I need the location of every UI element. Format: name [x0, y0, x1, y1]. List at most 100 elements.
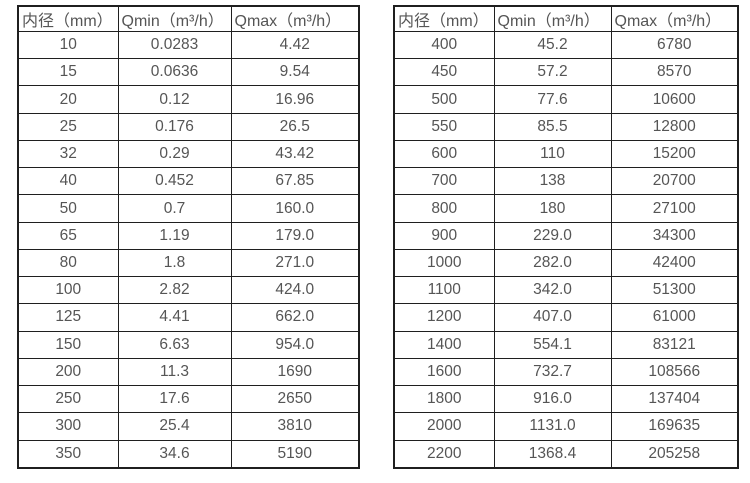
table-row: 350 34.6 5190: [17, 439, 360, 469]
table-cell: 732.7: [493, 357, 612, 387]
table-cell: 50: [17, 194, 119, 223]
table-row: 100 2.82 424.0: [17, 276, 360, 305]
table-cell: 83121: [610, 330, 739, 359]
table-cell: 954.0: [230, 330, 360, 359]
table-cell: 916.0: [493, 385, 612, 414]
table-row: 1400 554.1 83121: [393, 330, 739, 359]
table-cell: 800: [393, 194, 495, 223]
table-cell: 10: [17, 30, 119, 60]
table-row: 150 6.63 954.0: [17, 330, 360, 359]
table-cell: 85.5: [493, 112, 612, 141]
table-cell: 77.6: [493, 85, 612, 114]
table-row: 900 229.0 34300: [393, 221, 739, 250]
table-cell: 0.0636: [117, 58, 232, 87]
table-cell: 5190: [230, 439, 360, 469]
table-cell: 554.1: [493, 330, 612, 359]
table-cell: 600: [393, 139, 495, 169]
table-row: 1000 282.0 42400: [393, 248, 739, 278]
table-row: 250 17.6 2650: [17, 385, 360, 414]
table-row: 800 180 27100: [393, 194, 739, 223]
header-row: 内径（mm） Qmin（m³/h） Qmax（m³/h）: [17, 5, 360, 32]
table-row: 300 25.4 3810: [17, 412, 360, 441]
table-cell: 125: [17, 303, 119, 332]
table-cell: 1200: [393, 303, 495, 332]
flow-table-small-diameters: 内径（mm） Qmin（m³/h） Qmax（m³/h） 10 0.0283 4.42 15…: [17, 5, 360, 469]
table-cell: 65: [17, 221, 119, 250]
table-row: 500 77.6 10600: [393, 85, 739, 114]
table-cell: 271.0: [230, 248, 360, 278]
table-cell: 424.0: [230, 276, 360, 305]
table-row: 1800 916.0 137404: [393, 385, 739, 414]
table-cell: 407.0: [493, 303, 612, 332]
table-row: 10 0.0283 4.42: [17, 30, 360, 60]
column-header: Qmin（m³/h）: [117, 5, 232, 32]
table-cell: 42400: [610, 248, 739, 278]
table-cell: 550: [393, 112, 495, 141]
table-row: 80 1.8 271.0: [17, 248, 360, 278]
column-header: Qmin（m³/h）: [493, 5, 612, 32]
table-cell: 20: [17, 85, 119, 114]
table-cell: 500: [393, 85, 495, 114]
table-row: 1600 732.7 108566: [393, 357, 739, 387]
table-cell: 80: [17, 248, 119, 278]
table-cell: 6780: [610, 30, 739, 60]
table-cell: 57.2: [493, 58, 612, 87]
table-cell: 180: [493, 194, 612, 223]
flow-table-large-diameters: 内径（mm） Qmin（m³/h） Qmax（m³/h） 400 45.2 6780 450…: [393, 5, 739, 469]
table-cell: 250: [17, 385, 119, 414]
table-row: 1100 342.0 51300: [393, 276, 739, 305]
table-cell: 12800: [610, 112, 739, 141]
table-cell: 0.452: [117, 167, 232, 196]
table-cell: 300: [17, 412, 119, 441]
table-cell: 51300: [610, 276, 739, 305]
table-cell: 4.41: [117, 303, 232, 332]
table-cell: 0.7: [117, 194, 232, 223]
table-cell: 43.42: [230, 139, 360, 169]
table-cell: 45.2: [493, 30, 612, 60]
table-cell: 1400: [393, 330, 495, 359]
table-row: 700 138 20700: [393, 167, 739, 196]
table-cell: 205258: [610, 439, 739, 469]
table-cell: 110: [493, 139, 612, 169]
table-row: 40 0.452 67.85: [17, 167, 360, 196]
table-cell: 15200: [610, 139, 739, 169]
table-row: 600 110 15200: [393, 139, 739, 169]
table-cell: 20700: [610, 167, 739, 196]
table-cell: 25: [17, 112, 119, 141]
table-cell: 10600: [610, 85, 739, 114]
table-cell: 0.0283: [117, 30, 232, 60]
table-cell: 200: [17, 357, 119, 387]
table-row: 25 0.176 26.5: [17, 112, 360, 141]
table-cell: 9.54: [230, 58, 360, 87]
table-cell: 900: [393, 221, 495, 250]
table-cell: 350: [17, 439, 119, 469]
table-cell: 160.0: [230, 194, 360, 223]
table-row: 2200 1368.4 205258: [393, 439, 739, 469]
table-row: 450 57.2 8570: [393, 58, 739, 87]
table-row: 125 4.41 662.0: [17, 303, 360, 332]
table-cell: 229.0: [493, 221, 612, 250]
table-cell: 1.19: [117, 221, 232, 250]
table-row: 50 0.7 160.0: [17, 194, 360, 223]
table-cell: 2000: [393, 412, 495, 441]
table-cell: 15: [17, 58, 119, 87]
table-cell: 0.29: [117, 139, 232, 169]
table-cell: 2.82: [117, 276, 232, 305]
table-cell: 400: [393, 30, 495, 60]
table-cell: 100: [17, 276, 119, 305]
table-cell: 11.3: [117, 357, 232, 387]
table-cell: 2200: [393, 439, 495, 469]
table-cell: 137404: [610, 385, 739, 414]
table-cell: 34300: [610, 221, 739, 250]
table-row: 65 1.19 179.0: [17, 221, 360, 250]
table-cell: 6.63: [117, 330, 232, 359]
table-cell: 34.6: [117, 439, 232, 469]
table-cell: 1000: [393, 248, 495, 278]
table-cell: 0.176: [117, 112, 232, 141]
table-row: 2000 1131.0 169635: [393, 412, 739, 441]
column-header: Qmax（m³/h）: [610, 5, 739, 32]
table-cell: 8570: [610, 58, 739, 87]
table-cell: 1100: [393, 276, 495, 305]
header-row: 内径（mm） Qmin（m³/h） Qmax（m³/h）: [393, 5, 739, 32]
